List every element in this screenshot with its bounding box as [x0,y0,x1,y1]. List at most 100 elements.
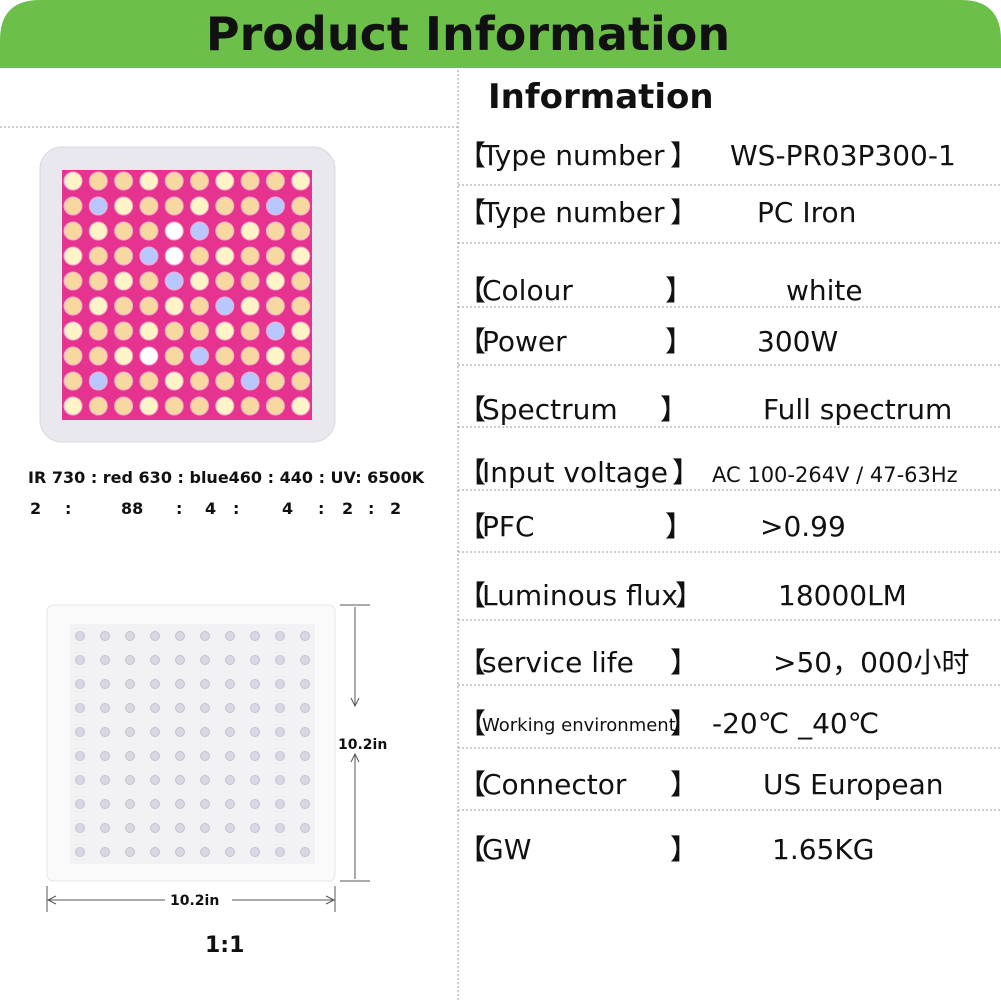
led [291,196,311,216]
led [114,271,134,291]
led [63,321,83,341]
led-back [150,703,160,713]
led [190,246,209,266]
row-close: 】 [672,456,700,489]
led-back [125,751,135,761]
led [63,296,83,316]
led-back [125,679,135,689]
led [215,321,235,341]
led-back [75,751,85,761]
led [265,171,285,191]
led-back [75,775,85,785]
led [240,221,260,241]
row-close: 】 [670,833,698,866]
row-label: service life [482,646,634,679]
led-back [100,823,110,833]
led-back [275,655,285,665]
led-back [175,823,185,833]
led-back [100,631,110,641]
led-back [250,703,260,713]
led-back [275,679,285,689]
led-back [150,799,160,809]
row-close: 】 [670,707,698,740]
led-back [200,823,210,833]
led-back [125,799,135,809]
row-close: 】 [660,393,688,426]
led [240,246,260,266]
row-open: 【 [458,833,486,866]
led [240,396,260,416]
led [88,371,108,391]
led-back [150,847,160,857]
led-back [175,727,185,737]
led [139,221,159,241]
row-value: -20℃ _40℃ [712,707,879,740]
row-label: PFC [482,510,535,543]
led-back [125,655,135,665]
led-back [250,727,260,737]
led [63,171,83,191]
row-close: 】 [675,579,703,612]
led [215,246,235,266]
led [114,221,134,241]
led [215,371,235,391]
led [139,296,159,316]
ratio: : [368,499,374,518]
row-open: 【 [458,196,486,229]
row-close: 】 [665,510,693,543]
led [114,321,134,341]
row-value: 18000LM [778,579,907,612]
led [291,271,311,291]
led [291,296,311,316]
led-back [175,775,185,785]
led-back [150,751,160,761]
row-label: Working environment [482,715,676,736]
led-back [150,727,160,737]
led [114,371,134,391]
led-back [75,799,85,809]
header-band [0,0,1001,68]
row-value: AC 100-264V / 47-63Hz [712,463,958,487]
scale-label: 1:1 [205,933,244,958]
led-back [300,655,310,665]
led-back [275,799,285,809]
led-back [225,631,235,641]
led-back [100,703,110,713]
led-back [125,703,135,713]
led-back [100,847,110,857]
ratio: : [318,499,324,518]
led-back [125,847,135,857]
led [265,371,285,391]
led [164,271,184,291]
led-back [250,679,260,689]
led [291,171,311,191]
led [240,196,260,216]
led [240,296,260,316]
width-label: 10.2in [170,893,219,909]
led [63,196,83,216]
led-back [275,727,285,737]
led [139,396,159,416]
row-label: Power [482,325,567,358]
led [139,321,159,341]
led-back [75,679,85,689]
ratio: 2 [30,499,41,518]
led-back [300,631,310,641]
led [265,246,285,266]
led [291,246,311,266]
led-back [275,703,285,713]
led [88,171,108,191]
led-back [250,799,260,809]
led [88,246,108,266]
led-grid-back [75,631,310,857]
led-back [225,751,235,761]
led [164,396,184,416]
led [164,346,184,366]
led [291,371,311,391]
row-close: 】 [670,139,698,172]
led [88,346,108,366]
ratio: : [233,499,239,518]
row-open: 【 [458,325,486,358]
row-value: WS-PR03P300-1 [730,139,956,172]
row-value: white [786,274,863,307]
